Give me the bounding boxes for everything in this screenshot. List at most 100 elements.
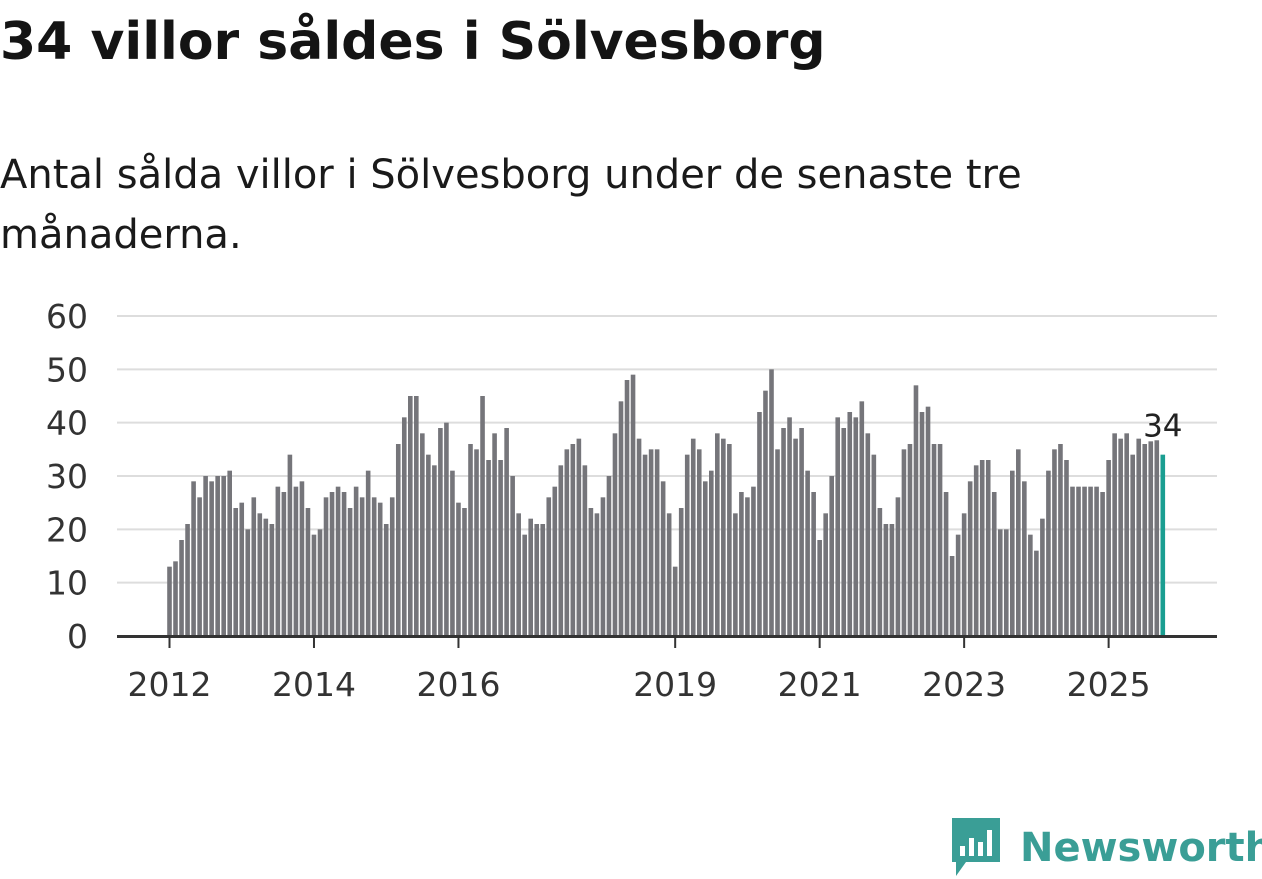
bar bbox=[811, 492, 816, 636]
bar bbox=[901, 449, 907, 636]
bar bbox=[401, 417, 407, 636]
y-tick-label: 40 bbox=[46, 404, 88, 443]
bar bbox=[1046, 470, 1051, 636]
bar bbox=[1040, 518, 1045, 636]
bar bbox=[919, 412, 925, 636]
bar bbox=[612, 433, 618, 636]
bar bbox=[997, 529, 1003, 636]
bar bbox=[967, 481, 973, 636]
bar bbox=[733, 513, 738, 636]
brand-name: Newsworthy bbox=[1020, 825, 1262, 871]
bar bbox=[805, 470, 810, 636]
bar bbox=[865, 433, 871, 636]
bar bbox=[552, 486, 558, 636]
bar bbox=[510, 476, 515, 636]
bar bbox=[1154, 440, 1160, 636]
bar bbox=[323, 497, 329, 636]
y-tick-label: 60 bbox=[46, 297, 88, 336]
bar bbox=[913, 385, 919, 636]
bar bbox=[377, 502, 383, 636]
bar bbox=[299, 481, 305, 636]
bar bbox=[829, 476, 834, 636]
bar bbox=[630, 374, 636, 636]
bar bbox=[696, 449, 702, 636]
bar bbox=[582, 465, 588, 636]
bar bbox=[389, 497, 395, 636]
bar bbox=[371, 497, 377, 636]
bar bbox=[564, 449, 570, 636]
bar bbox=[889, 524, 895, 636]
bar bbox=[462, 508, 467, 636]
brand-logo[interactable]: Newsworthy bbox=[952, 818, 1262, 878]
x-tick-label: 2014 bbox=[272, 665, 356, 704]
bar bbox=[432, 465, 437, 636]
bar bbox=[275, 486, 281, 636]
bar bbox=[173, 561, 178, 636]
bar bbox=[239, 502, 245, 636]
bar bbox=[468, 444, 473, 636]
bar bbox=[570, 444, 576, 636]
bar bbox=[1130, 454, 1135, 636]
bar bbox=[1112, 433, 1117, 636]
bar bbox=[215, 476, 220, 636]
bar bbox=[1088, 486, 1093, 636]
bar bbox=[426, 454, 431, 636]
bar bbox=[359, 497, 365, 636]
bar bbox=[365, 470, 371, 636]
bar bbox=[871, 454, 877, 636]
bar bbox=[979, 460, 985, 636]
bar bbox=[1094, 486, 1099, 636]
bar bbox=[438, 428, 443, 636]
bar bbox=[600, 497, 606, 636]
bar bbox=[835, 417, 841, 636]
bar-series bbox=[167, 369, 1166, 636]
bar bbox=[1070, 486, 1075, 636]
x-tick-label: 2021 bbox=[778, 665, 862, 704]
bar bbox=[907, 444, 913, 636]
bar bbox=[504, 428, 509, 636]
bar bbox=[1076, 486, 1081, 636]
bar bbox=[606, 476, 612, 636]
bar bbox=[943, 492, 949, 636]
bar bbox=[251, 497, 257, 636]
bar bbox=[739, 492, 744, 636]
bar bbox=[1148, 441, 1154, 636]
y-tick-label: 0 bbox=[67, 617, 88, 656]
bar bbox=[853, 417, 859, 636]
bar bbox=[727, 444, 732, 636]
bar bbox=[709, 470, 714, 636]
bar bbox=[1106, 460, 1111, 636]
bar bbox=[973, 465, 979, 636]
bar bbox=[1082, 486, 1087, 636]
bar bbox=[420, 433, 425, 636]
bar bbox=[1034, 550, 1039, 636]
bar bbox=[269, 524, 275, 636]
bar bbox=[775, 449, 780, 636]
bar bbox=[221, 476, 226, 636]
bar bbox=[1016, 449, 1021, 636]
bar bbox=[1003, 529, 1009, 636]
highlight-value-label: 34 bbox=[1143, 409, 1182, 445]
bar bbox=[883, 524, 889, 636]
bar bbox=[305, 508, 311, 636]
bar bbox=[263, 518, 269, 636]
bar bbox=[540, 524, 546, 636]
bar bbox=[1118, 438, 1123, 636]
bar bbox=[702, 481, 708, 636]
bar bbox=[317, 529, 323, 636]
bar bbox=[847, 412, 853, 636]
bar bbox=[287, 454, 293, 636]
bar bbox=[955, 534, 961, 636]
bar bbox=[1064, 460, 1069, 636]
x-tick-label: 2025 bbox=[1067, 665, 1151, 704]
bar bbox=[546, 497, 552, 636]
bar bbox=[257, 513, 263, 636]
bar bbox=[1058, 444, 1063, 636]
bar bbox=[558, 465, 564, 636]
bar bbox=[925, 406, 931, 636]
bar bbox=[648, 449, 654, 636]
bar bbox=[841, 428, 847, 636]
bar bbox=[690, 438, 696, 636]
bar bbox=[793, 438, 798, 636]
